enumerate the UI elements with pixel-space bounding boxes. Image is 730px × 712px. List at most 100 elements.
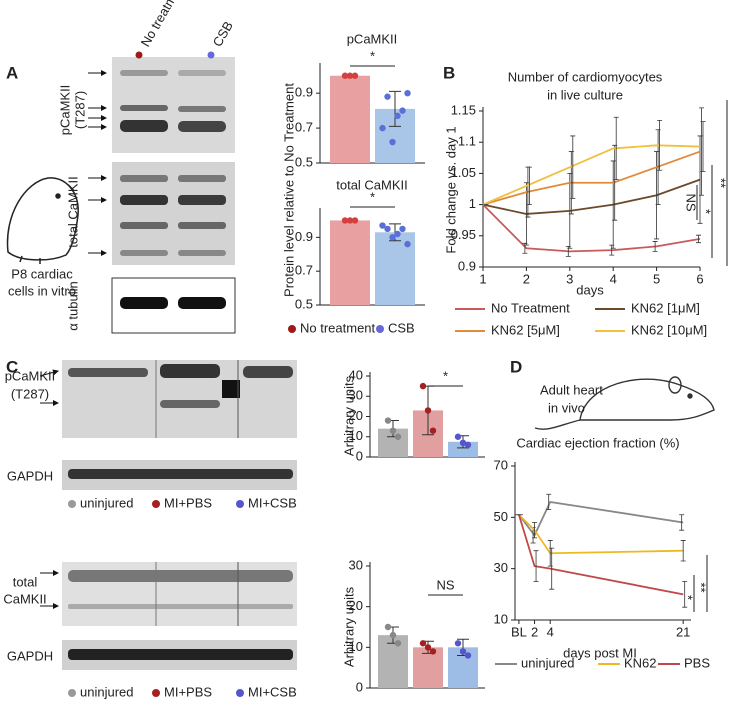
- error-bar: [526, 166, 532, 205]
- blot-label: (T287): [72, 91, 87, 129]
- sig-label: *: [443, 368, 448, 383]
- y-tick-label: 0.5: [295, 154, 313, 169]
- y-tick-label: 0: [356, 448, 363, 463]
- data-point: [399, 225, 406, 233]
- error-bar: [682, 581, 688, 608]
- y-axis-label: Arbitrary units: [341, 375, 356, 456]
- y-axis-label: Protein level relative to No Treatment: [281, 83, 296, 297]
- x-tick-label: 4: [610, 271, 617, 286]
- x-tick-label: 2: [531, 624, 538, 639]
- data-point: [459, 648, 467, 655]
- panel-label: D: [510, 357, 522, 376]
- y-tick-label: 30: [349, 388, 363, 403]
- y-tick-label: 10: [494, 611, 508, 626]
- y-tick-label: 0.95: [451, 227, 476, 242]
- legend-label: MI+PBS: [164, 495, 212, 510]
- x-tick-label: 21: [676, 624, 690, 639]
- data-point: [459, 439, 467, 447]
- error-bar: [613, 116, 619, 181]
- y-tick-label: 0.9: [458, 258, 476, 273]
- blot-label: total: [13, 574, 38, 589]
- series-line: [482, 203, 701, 253]
- data-point: [384, 225, 391, 233]
- blot-label: GAPDH: [7, 648, 53, 663]
- panel-label: A: [6, 63, 18, 82]
- series-line: [482, 178, 701, 215]
- y-tick-label: 10: [349, 639, 363, 654]
- legend-label: uninjured: [80, 495, 134, 510]
- blot-label: pCaMKII: [57, 85, 72, 136]
- series-line: [518, 514, 684, 596]
- data-point: [384, 93, 391, 100]
- data-point: [454, 433, 462, 440]
- error-bar: [679, 514, 685, 531]
- chart-title: pCaMKII: [347, 31, 398, 46]
- error-bar: [532, 522, 538, 539]
- error-bar: [533, 550, 539, 582]
- data-point: [346, 217, 354, 224]
- column-label: No treatment: [138, 0, 189, 49]
- y-tick-label: 1.1: [458, 134, 476, 149]
- y-tick-label: 0.7: [295, 263, 313, 278]
- x-tick-label: 5: [653, 271, 660, 286]
- blot-a: [88, 51, 236, 334]
- column-label: CSB: [210, 19, 236, 50]
- data-point: [429, 427, 437, 434]
- legend-label: uninjured: [521, 655, 575, 670]
- legend-label: KN62: [624, 655, 657, 670]
- cells-label: P8 cardiac: [11, 266, 73, 281]
- data-point: [384, 417, 392, 424]
- legend-dot: [152, 500, 160, 508]
- panel-label: C: [6, 357, 18, 376]
- data-point: [454, 640, 462, 647]
- data-point: [341, 72, 349, 79]
- bar: [330, 220, 370, 305]
- data-point: [389, 234, 396, 241]
- x-tick-label: 4: [547, 624, 554, 639]
- data-point: [399, 107, 406, 114]
- y-tick-label: 0.5: [295, 296, 313, 311]
- series-line: [518, 500, 684, 538]
- y-tick-label: 10: [349, 428, 363, 443]
- chart-title: Cardiac ejection fraction (%): [516, 435, 679, 450]
- data-point: [341, 217, 349, 224]
- error-bar: [699, 107, 704, 196]
- series-line: [482, 150, 701, 206]
- y-tick-label: 1.05: [451, 165, 476, 180]
- blot-label: total CaMKII: [65, 176, 80, 248]
- cells-label: cells in vitro: [8, 283, 76, 298]
- x-tick-label: 3: [566, 271, 573, 286]
- y-tick-label: 50: [494, 509, 508, 524]
- legend-label: PBS: [684, 655, 710, 670]
- data-point: [379, 222, 386, 229]
- blot-label: pCaMKII: [5, 368, 56, 383]
- series-line: [518, 514, 684, 555]
- y-tick-label: 1: [469, 196, 476, 211]
- data-point: [424, 407, 432, 414]
- data-point: [389, 631, 397, 639]
- y-tick-label: 0.9: [295, 229, 313, 244]
- mouse-label: Adult heart: [540, 382, 603, 397]
- blot-label: α tubulin: [65, 281, 80, 330]
- error-bar: [657, 119, 663, 171]
- sig-label: *: [699, 209, 714, 214]
- data-point: [429, 648, 437, 655]
- data-point: [346, 72, 354, 79]
- y-tick-label: 30: [494, 560, 508, 575]
- data-point: [379, 124, 386, 132]
- mouse-label: in vivo: [548, 400, 585, 415]
- legend-dot: [152, 689, 160, 697]
- error-bar: [389, 90, 401, 127]
- sig-label: **: [694, 582, 709, 592]
- legend-label: No treatment: [300, 320, 376, 335]
- bar: [378, 635, 408, 688]
- error-bar: [546, 493, 552, 511]
- data-point: [389, 427, 397, 434]
- panel-label: B: [443, 63, 455, 82]
- sig-label: **: [714, 178, 729, 188]
- data-point: [464, 652, 472, 659]
- y-tick-label: 40: [349, 367, 363, 382]
- y-tick-label: 70: [494, 457, 508, 472]
- chart-title: Number of cardiomyocytes: [508, 69, 663, 84]
- data-point: [404, 89, 411, 97]
